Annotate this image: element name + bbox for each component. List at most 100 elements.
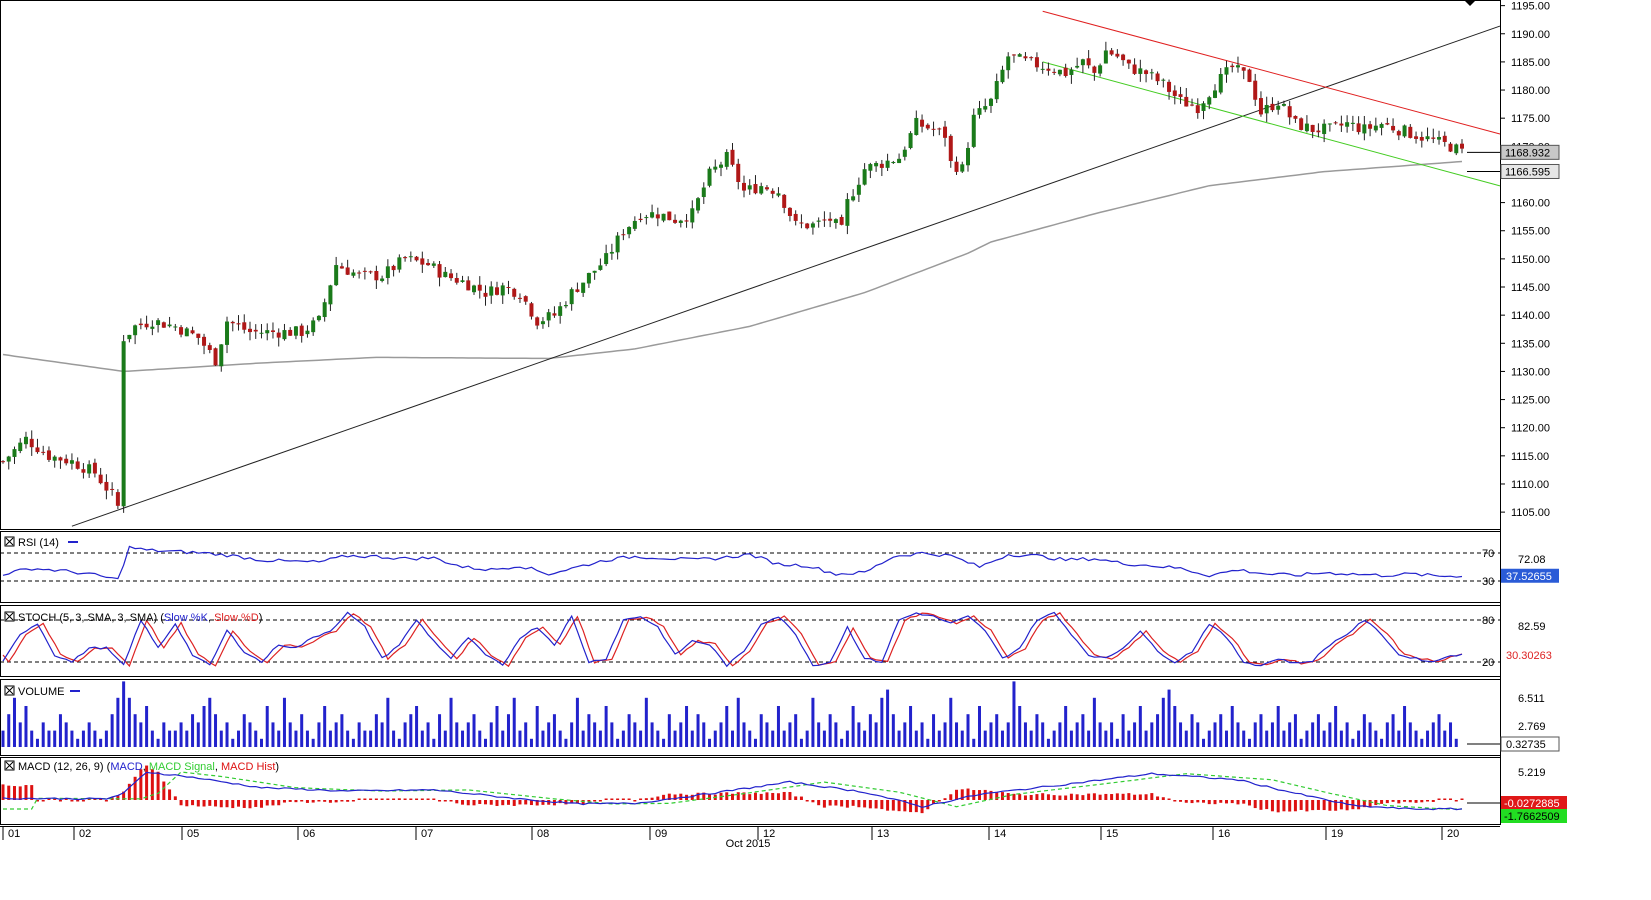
candle-body xyxy=(943,126,948,138)
rsi-panel-frame xyxy=(0,531,1501,603)
candle-body xyxy=(52,456,57,461)
macd-hist-bar xyxy=(782,791,786,800)
x-axis-day-label: 13 xyxy=(877,828,889,840)
volume-title: VOLUME xyxy=(18,686,64,698)
candle-body xyxy=(1201,103,1206,111)
macd-hist-bar xyxy=(334,800,338,803)
macd-hist-bar xyxy=(346,800,350,802)
macd-hist-bar xyxy=(1006,793,1010,800)
volume-bar xyxy=(127,697,131,747)
candle-body xyxy=(931,128,936,130)
macd-hist-bar xyxy=(1328,800,1332,811)
volume-bar xyxy=(644,697,648,747)
volume-bar xyxy=(1098,722,1102,747)
volume-bar xyxy=(214,714,218,747)
volume-bar xyxy=(874,722,878,747)
candle-body xyxy=(1241,67,1246,71)
candle-body xyxy=(380,278,385,281)
macd-hist-bar xyxy=(851,800,855,806)
volume-bar xyxy=(610,722,614,747)
candle-body xyxy=(1011,54,1016,56)
volume-bar xyxy=(1403,706,1407,747)
macd-hist-bar xyxy=(489,800,493,805)
volume-bar xyxy=(977,706,981,747)
candle-body xyxy=(305,330,310,335)
macd-hist-bar xyxy=(1414,800,1418,803)
macd-hist-bar xyxy=(1276,800,1280,813)
volume-bar xyxy=(719,722,723,747)
candle-body xyxy=(592,270,597,273)
volume-bar xyxy=(1087,730,1091,747)
macd-hist-bar xyxy=(265,800,269,806)
volume-bar xyxy=(972,738,976,747)
level-label: 70 xyxy=(1482,548,1494,560)
volume-axis-value: 2.769 xyxy=(1518,721,1546,733)
macd-hist-bar xyxy=(438,800,442,802)
macd-hist-bar xyxy=(357,798,361,800)
macd-hist-bar xyxy=(702,792,706,800)
candle-body xyxy=(828,218,833,221)
candle-body xyxy=(1178,94,1183,97)
macd-hist-bar xyxy=(799,796,803,800)
volume-bar xyxy=(351,738,355,747)
volume-bar xyxy=(627,714,631,747)
candle-body xyxy=(1,461,5,463)
rsi-close-icon-x xyxy=(5,537,14,546)
volume-bar xyxy=(868,714,872,747)
macd-hist-bar xyxy=(426,798,430,800)
candle-body xyxy=(196,333,201,338)
macd-hist-bar xyxy=(598,800,602,802)
volume-bar xyxy=(449,697,453,747)
candle-body xyxy=(994,81,999,100)
macd-hist-bar xyxy=(449,800,453,802)
macd-hist-bar xyxy=(914,800,918,813)
candle-body xyxy=(845,199,850,226)
candle-body xyxy=(12,449,17,457)
macd-hist-bar xyxy=(989,790,993,800)
macd-legend-sep1: , xyxy=(143,761,149,773)
macd-hist-bar xyxy=(1,784,5,800)
x-axis-day-label: 06 xyxy=(303,828,315,840)
macd-hist-bar xyxy=(667,793,671,800)
volume-bar xyxy=(1253,722,1257,747)
macd-hist-bar xyxy=(208,800,212,806)
macd-hist-bar xyxy=(1190,800,1194,804)
candle-body xyxy=(1017,54,1022,57)
macd-hist-bar xyxy=(1179,800,1183,802)
macd-hist-bar xyxy=(472,800,476,806)
volume-bar xyxy=(702,722,706,747)
candle-body xyxy=(270,330,275,333)
candle-body xyxy=(242,322,247,330)
candle-body xyxy=(29,438,34,448)
candle-body xyxy=(104,481,109,491)
rsi-value-badge xyxy=(1501,568,1559,583)
price-y-axis: 1105.00 1110.00 1115.00 1120.00 1125.00 1130.… xyxy=(1500,1,1550,519)
volume-bar xyxy=(960,730,964,747)
macd-hist-bar xyxy=(288,800,292,802)
macd-hist-bar xyxy=(1316,800,1320,810)
scroll-marker-icon[interactable] xyxy=(1464,0,1476,6)
volume-bar xyxy=(621,730,625,747)
macd-hist-bar xyxy=(518,800,522,805)
macd-hist-bar xyxy=(116,795,120,800)
candle-body xyxy=(1069,69,1074,75)
candle-body xyxy=(690,208,695,223)
volume-bar xyxy=(667,714,671,747)
volume-bar xyxy=(81,730,85,747)
volume-bar xyxy=(277,730,281,747)
macd-hist-bar xyxy=(1408,800,1412,803)
candle-body xyxy=(506,287,511,289)
volume-bar xyxy=(438,714,442,747)
volume-bar xyxy=(7,714,11,747)
volume-bar xyxy=(420,730,424,747)
macd-hist-bar xyxy=(1357,800,1361,810)
volume-bar xyxy=(1391,714,1395,747)
macd-hist-bar xyxy=(1242,800,1246,804)
macd-hist-bar xyxy=(1219,800,1223,803)
volume-bar xyxy=(1385,722,1389,747)
candle-body xyxy=(75,461,80,469)
macd-hist-bar xyxy=(202,800,206,807)
candle-body xyxy=(259,332,264,334)
macd-hist-bar xyxy=(24,785,28,800)
price-y-tick-label: 1125.00 xyxy=(1511,395,1550,407)
